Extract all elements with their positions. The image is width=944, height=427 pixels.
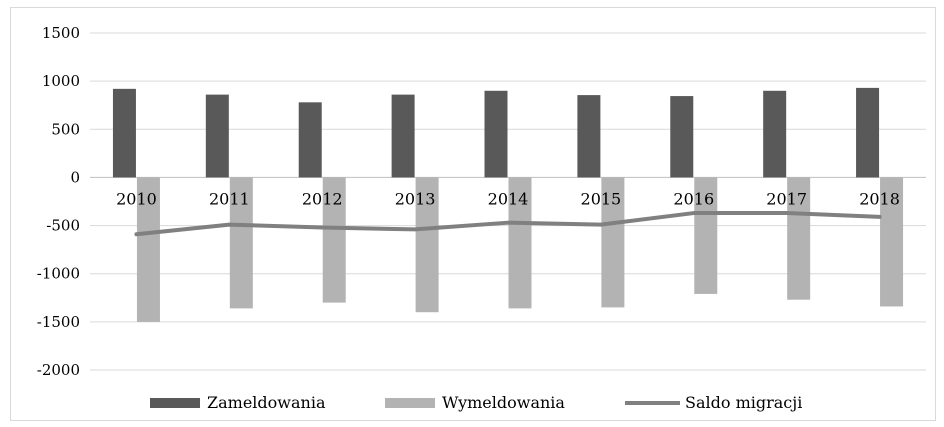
saldo-line <box>134 211 882 237</box>
bar-wymeldowania <box>787 177 811 300</box>
bar-wymeldowania <box>601 177 625 308</box>
bar-wymeldowania <box>229 177 253 309</box>
legend-swatch <box>385 398 435 408</box>
y-axis-ticks: 1500 1000 500 0 -500 -1000 -1500 -2000 <box>37 24 80 379</box>
bar-zameldowania <box>112 88 136 178</box>
legend: Zameldowania Wymeldowania Saldo migracji <box>150 393 802 412</box>
legend-swatch <box>150 398 200 408</box>
legend-item: Saldo migracji <box>625 393 802 412</box>
x-tick-label: 2015 <box>581 189 622 208</box>
bar-zameldowania <box>391 94 415 178</box>
bar-wymeldowania <box>508 177 532 309</box>
bar-wymeldowania <box>880 177 904 307</box>
y-tick-label: 1500 <box>42 24 80 42</box>
y-tick-label: -1000 <box>37 265 80 283</box>
y-tick-label: -2000 <box>37 361 80 379</box>
y-tick-label: 500 <box>51 120 80 138</box>
legend-item: Wymeldowania <box>385 393 565 412</box>
bar-zameldowania <box>670 96 694 178</box>
bar-zameldowania <box>298 102 322 178</box>
legend-label: Zameldowania <box>207 393 326 412</box>
bar-wymeldowania <box>136 177 160 322</box>
bar-wymeldowania <box>415 177 439 313</box>
y-tick-label: 1000 <box>42 72 80 90</box>
y-tick-label: -1500 <box>37 313 80 331</box>
x-tick-label: 2018 <box>859 189 900 208</box>
line-saldo-migracji <box>134 211 882 237</box>
y-tick-label: 0 <box>70 168 80 186</box>
bar-wymeldowania <box>322 177 346 303</box>
bar-zameldowania <box>577 95 601 178</box>
x-tick-label: 2013 <box>395 189 436 208</box>
x-tick-label: 2016 <box>673 189 714 208</box>
x-tick-label: 2014 <box>488 189 529 208</box>
x-tick-label: 2012 <box>302 189 343 208</box>
legend-label: Saldo migracji <box>685 393 802 412</box>
legend-label: Wymeldowania <box>442 393 565 412</box>
bar-zameldowania <box>205 94 229 178</box>
x-tick-label: 2011 <box>209 189 250 208</box>
x-tick-label: 2017 <box>766 189 807 208</box>
bars <box>112 87 904 322</box>
bar-wymeldowania <box>694 177 718 294</box>
y-tick-label: -500 <box>46 217 80 235</box>
x-tick-label: 2010 <box>116 189 157 208</box>
bar-zameldowania <box>484 90 508 178</box>
x-axis-ticks: 2010 2011 2012 2013 2014 2015 2016 2017 2018 <box>116 189 900 208</box>
bar-zameldowania <box>763 90 787 178</box>
legend-item: Zameldowania <box>150 393 326 412</box>
bar-zameldowania <box>856 87 880 178</box>
